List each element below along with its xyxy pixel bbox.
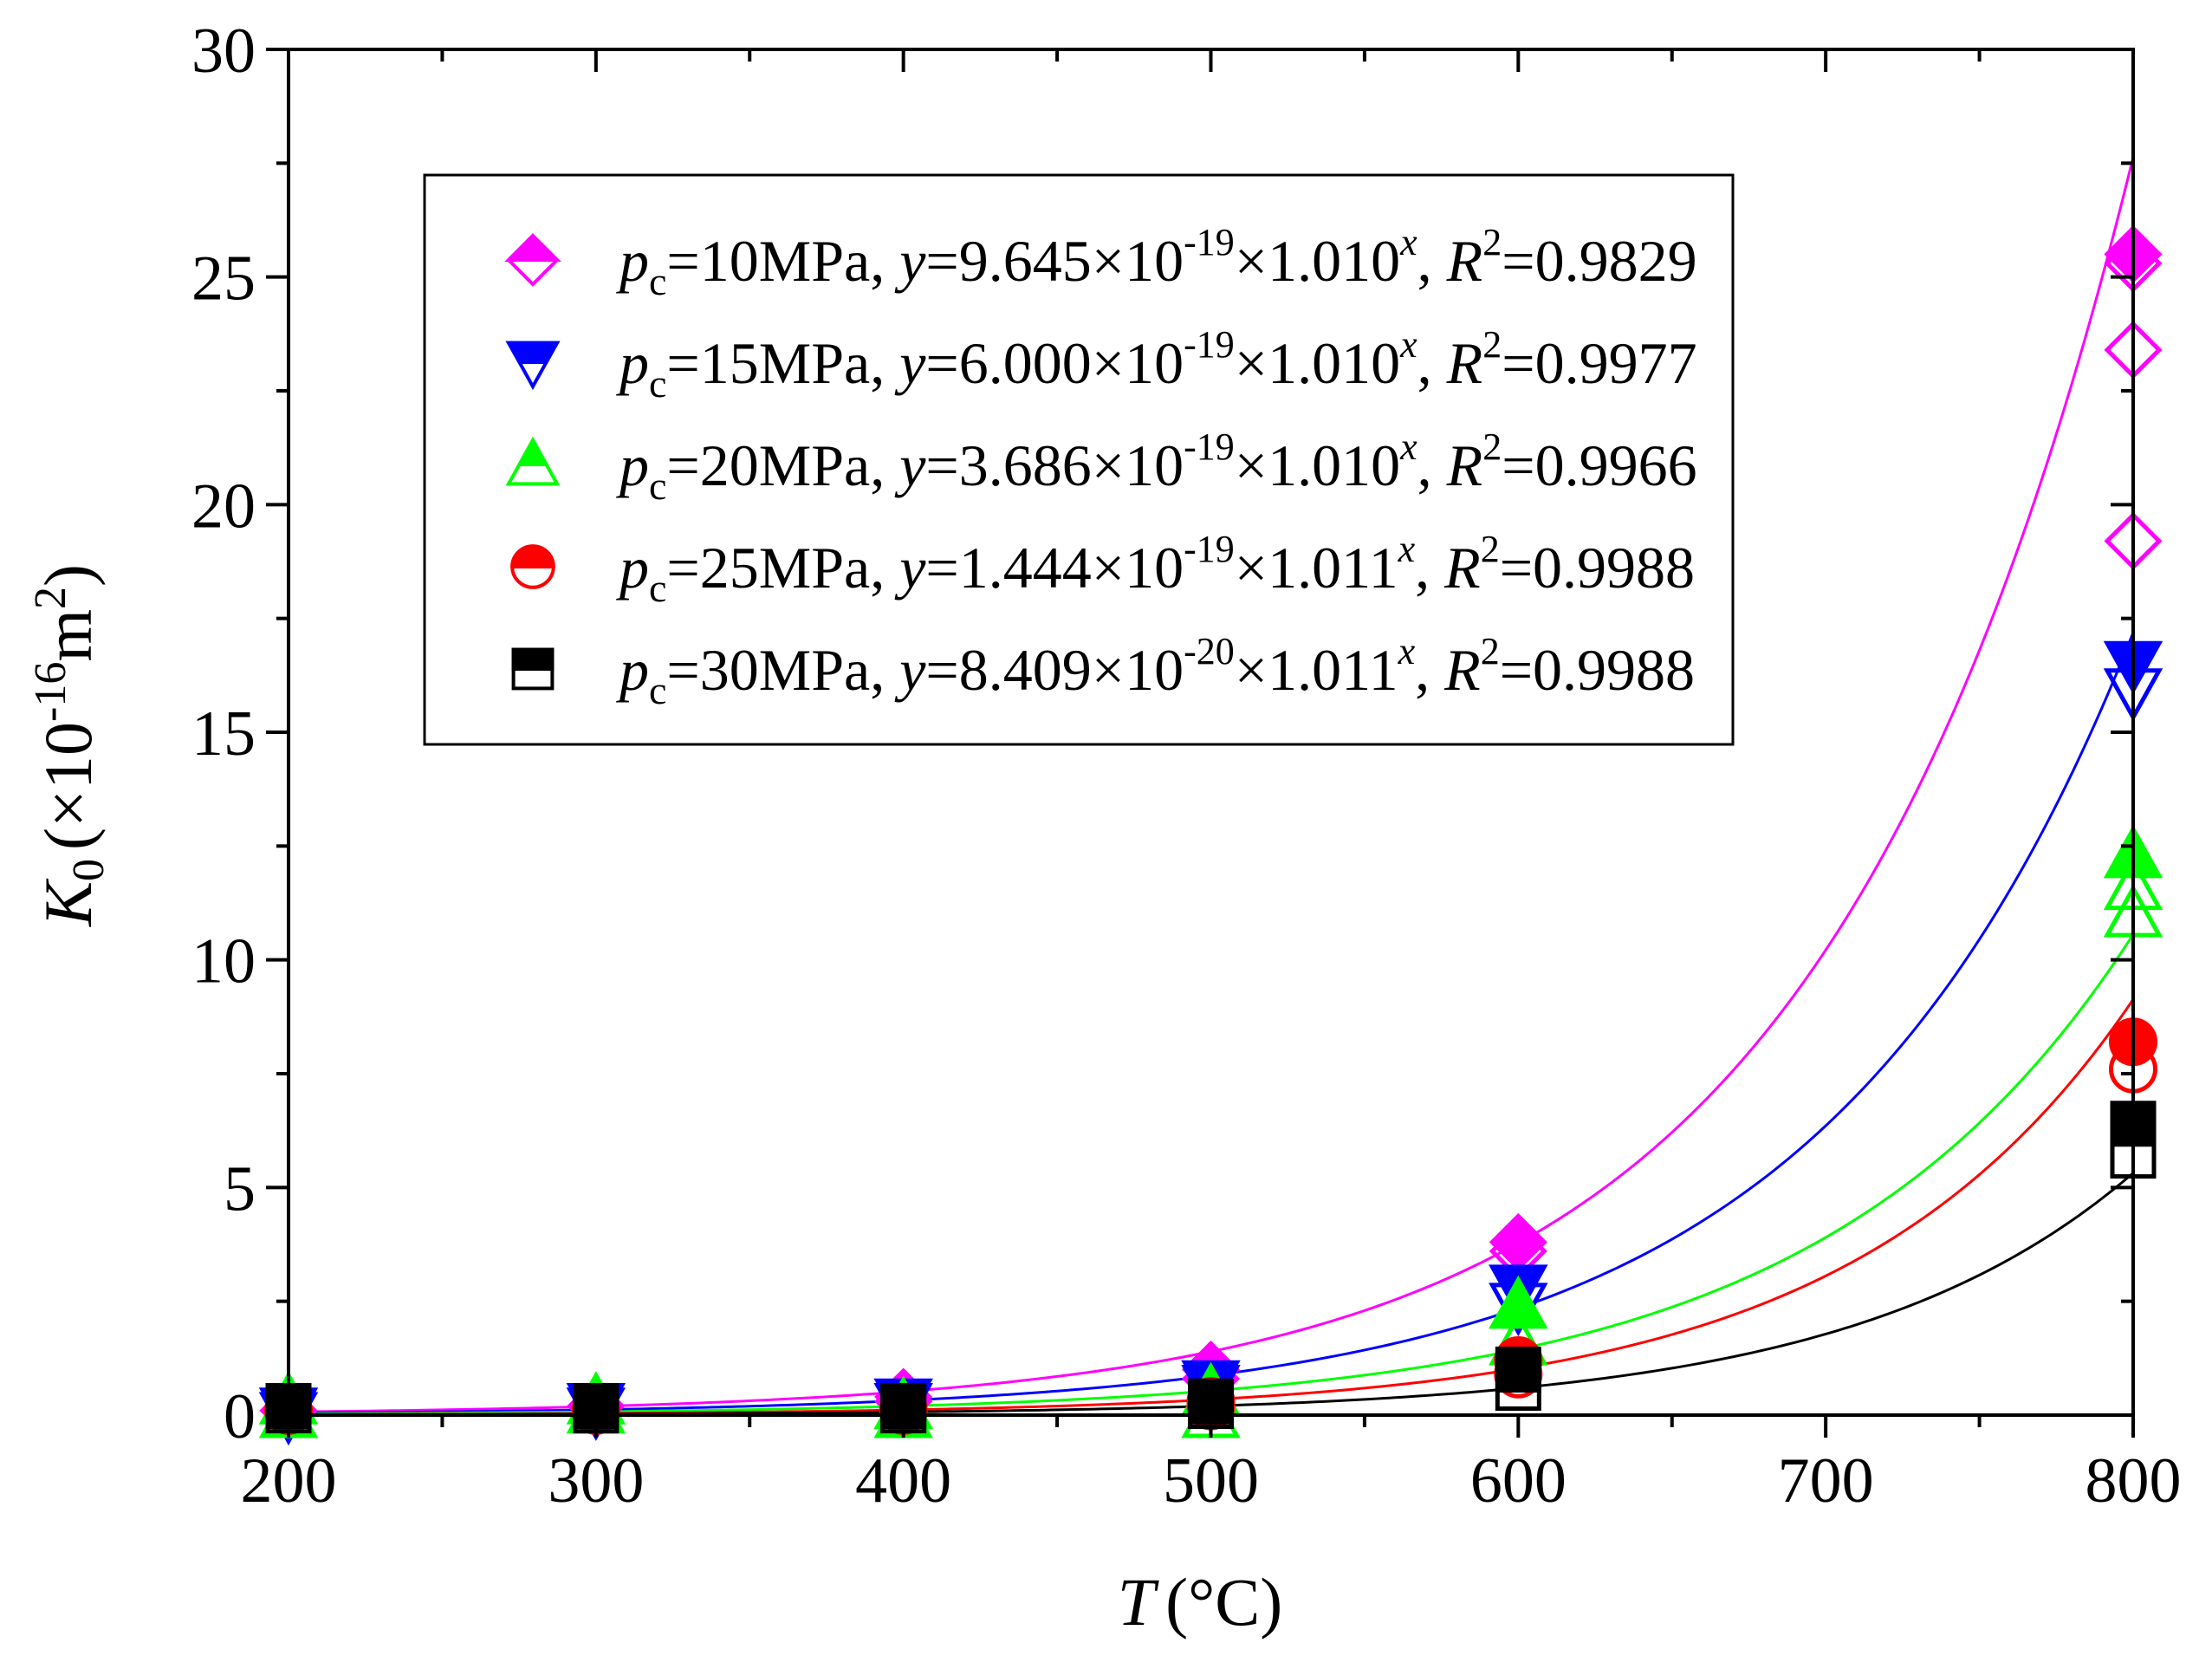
y-axis-label: K0(×10-16m2) <box>26 564 114 927</box>
y-tick-label: 5 <box>224 1153 256 1224</box>
y-tick-label: 25 <box>191 244 256 315</box>
x-tick-label: 200 <box>241 1445 337 1516</box>
legend-symbol-outline <box>506 233 560 287</box>
legend-symbol-outline <box>505 436 561 486</box>
legend-symbol-outline <box>505 341 561 391</box>
legend-entry: pc=25MPa, y=1.444×10-19×1.011x, R2=0.998… <box>616 528 1695 610</box>
axis-ticks <box>266 48 2135 1438</box>
y-tick-label: 15 <box>191 698 256 770</box>
x-tick-label: 700 <box>1778 1445 1874 1516</box>
y-tick-label: 10 <box>191 926 256 997</box>
legend-entry: pc=20MPa, y=3.686×10-19×1.010x, R2=0.996… <box>616 425 1697 508</box>
data-point <box>1489 1275 1548 1329</box>
legend-symbols <box>504 233 561 691</box>
y-tick-label: 20 <box>191 471 256 542</box>
y-tick-label: 30 <box>191 16 256 87</box>
data-point <box>573 1382 619 1429</box>
legend-entry: pc=30MPa, y=8.409×10-20×1.011x, R2=0.998… <box>616 630 1695 712</box>
x-tick-label: 400 <box>855 1445 951 1516</box>
legend-symbol-fill <box>511 647 555 671</box>
legend-symbol <box>505 341 561 391</box>
x-tick-label: 300 <box>548 1445 644 1516</box>
x-tick-label: 800 <box>2086 1445 2182 1516</box>
legend-entry: pc=10MPa, y=9.645×10-19×1.010x, R2=0.982… <box>616 221 1697 303</box>
legend-symbol-outline <box>511 647 555 691</box>
legend-symbol <box>511 647 555 691</box>
legend-symbol <box>505 436 561 486</box>
y-tick-label: 0 <box>224 1381 256 1452</box>
legend-symbol-outline <box>510 544 555 589</box>
legend-symbol <box>504 233 561 287</box>
x-axis-label: T (°C) <box>1118 1564 1283 1640</box>
x-tick-label: 500 <box>1163 1445 1259 1516</box>
fit-curve <box>288 632 2135 1415</box>
x-tick-label: 600 <box>1470 1445 1567 1516</box>
data-point <box>1495 1346 1541 1393</box>
legend-entry: pc=15MPa, y=6.000×10-19×1.010x, R2=0.997… <box>616 323 1697 406</box>
legend-entries: pc=10MPa, y=9.645×10-19×1.010x, R2=0.982… <box>616 221 1697 712</box>
legend: pc=10MPa, y=9.645×10-19×1.010x, R2=0.982… <box>423 173 1735 746</box>
legend-frame <box>423 173 1735 746</box>
legend-symbol <box>510 544 555 589</box>
axis-tick-labels: 200 300 400 500 600 700 800 0 5 10 15 20 25 30 <box>191 16 2182 1516</box>
